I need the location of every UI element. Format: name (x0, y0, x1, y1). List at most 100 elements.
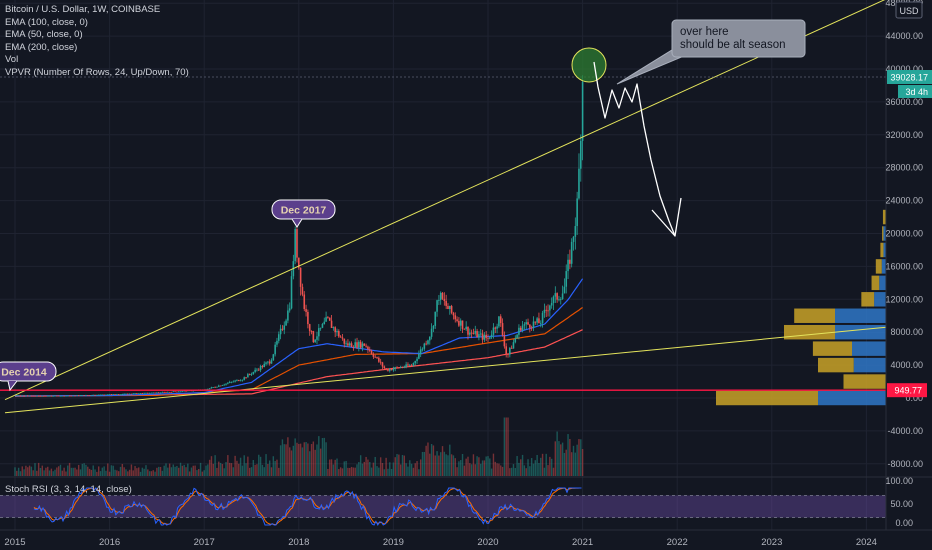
vpvr-up-bar (861, 292, 875, 307)
candle-body (418, 353, 420, 359)
volume-bar (45, 467, 47, 476)
volume-bar (234, 455, 236, 476)
candle-body (241, 379, 244, 381)
candle-body (296, 229, 298, 258)
candle-body (276, 340, 278, 345)
volume-bar (174, 466, 176, 476)
volume-bar (285, 444, 287, 476)
chart-legend: Bitcoin / U.S. Dollar, 1W, COINBASE EMA … (5, 4, 189, 80)
candle-body (465, 326, 467, 330)
candle-body (574, 226, 577, 237)
volume-bar (250, 467, 253, 476)
volume-bar (399, 464, 402, 476)
time-tick-label: 2015 (4, 537, 25, 548)
indicator-vol[interactable]: Vol (5, 54, 19, 66)
volume-bar (383, 469, 386, 476)
volume-bar (334, 459, 336, 476)
candle-body (538, 318, 540, 324)
volume-bar (34, 463, 36, 476)
candle-body (48, 395, 51, 397)
vpvr-down-bar (818, 390, 886, 406)
volume-bar (276, 459, 278, 476)
volume-bar (498, 463, 500, 476)
candle-body (250, 373, 253, 375)
candle-body (217, 385, 220, 387)
time-tick-label: 2024 (856, 537, 877, 548)
candle-body (50, 395, 53, 397)
symbol-title[interactable]: Bitcoin / U.S. Dollar, 1W, COINBASE (5, 4, 161, 15)
volume-bar (316, 444, 318, 476)
candle-body (423, 343, 426, 349)
volume-bar (117, 471, 120, 476)
price-tick-label: 40000.00 (885, 64, 923, 74)
candle-body (361, 343, 364, 348)
candle-body (301, 286, 304, 295)
candle-body (134, 393, 136, 395)
vpvr-up-bar (812, 341, 852, 356)
candle-body (17, 395, 20, 397)
volume-bar (323, 437, 325, 476)
volume-bar (500, 465, 502, 476)
candle-body (390, 369, 393, 371)
volume-bar (87, 466, 89, 476)
volume-bar (192, 465, 194, 476)
volume-bar (494, 461, 496, 476)
time-tick-label: 2017 (194, 537, 215, 548)
candle-body (578, 168, 580, 199)
candle-body (318, 328, 320, 337)
volume-bar (116, 470, 118, 476)
volume-bar (14, 467, 16, 476)
candle-body (438, 299, 440, 301)
candle-body (558, 299, 560, 301)
volume-bar (570, 452, 573, 476)
volume-bar (28, 465, 31, 476)
candle-body (112, 394, 115, 395)
candle-body (567, 259, 569, 272)
stoch-rsi-label[interactable]: Stoch RSI (3, 3, 14, 14, close) (5, 484, 132, 495)
candle-body (505, 346, 507, 355)
projection-arrow (593, 61, 676, 237)
volume-bar (123, 467, 125, 476)
volume-bar (532, 463, 535, 476)
vpvr-up-bar (882, 226, 884, 241)
volume-bar (101, 467, 104, 476)
candle-body (61, 395, 64, 397)
candle-body (421, 348, 424, 350)
candle-body (147, 392, 149, 394)
candle-body (101, 394, 104, 396)
candle-body (52, 395, 55, 397)
volume-bar (470, 464, 473, 476)
candle-body (228, 381, 231, 383)
volume-bar (238, 463, 240, 476)
volume-bar (216, 467, 218, 476)
volume-bar (290, 450, 293, 476)
indicator-ema200[interactable]: EMA (200, close) (5, 41, 78, 53)
volume-bar (156, 467, 158, 476)
candle-body (412, 363, 415, 366)
volume-bar (190, 467, 193, 476)
indicator-ema50[interactable]: EMA (50, close, 0) (5, 29, 83, 41)
volume-bar (178, 467, 180, 476)
candle-body (381, 362, 384, 367)
price-tick-label: 20000.00 (885, 229, 923, 239)
candle-body (469, 332, 471, 335)
candle-body (367, 346, 369, 350)
candle-body (388, 369, 391, 371)
indicator-vpvr[interactable]: VPVR (Number Of Rows, 24, Up/Down, 70) (5, 66, 189, 78)
candle-body (97, 394, 100, 396)
candle-body (565, 271, 568, 287)
highlight-circle (571, 47, 607, 83)
indicator-ema100[interactable]: EMA (100, close, 0) (5, 16, 88, 28)
candle-body (312, 331, 315, 343)
candle-body (569, 259, 571, 264)
candle-body (347, 343, 349, 346)
candle-body (425, 343, 427, 345)
price-tick-label: -8000.00 (887, 459, 923, 469)
candle-body (192, 390, 195, 392)
volume-bar (358, 462, 360, 476)
candle-body (136, 393, 138, 395)
candle-body (181, 390, 184, 392)
candle-body (234, 380, 236, 382)
